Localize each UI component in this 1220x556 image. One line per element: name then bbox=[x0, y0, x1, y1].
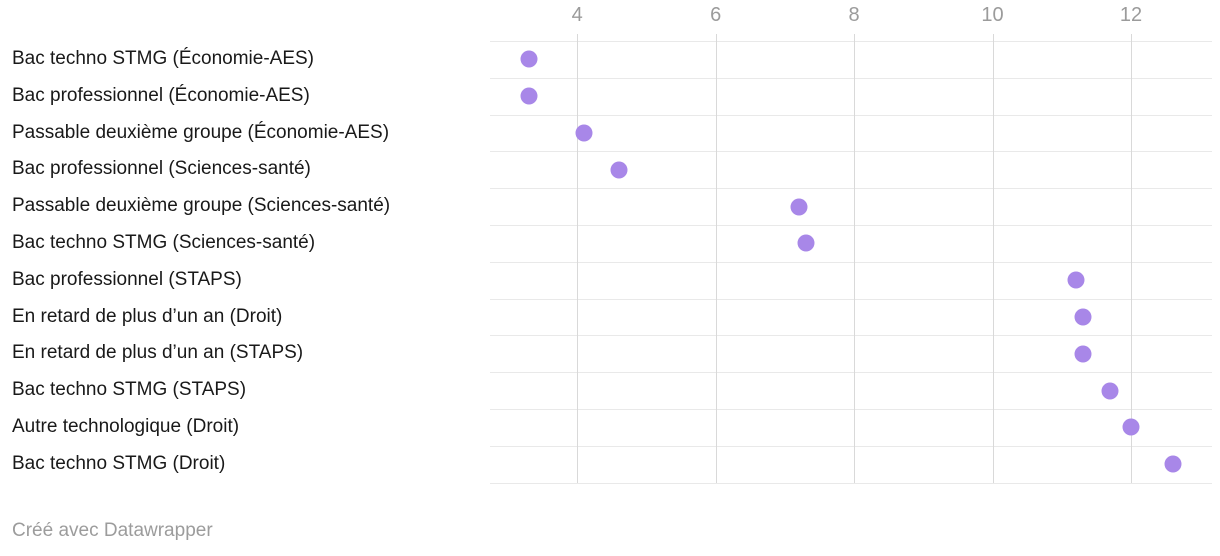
row-gridline bbox=[490, 151, 1212, 153]
row-gridline bbox=[490, 41, 1212, 42]
x-tick-label: 12 bbox=[1119, 4, 1143, 26]
category-label: Passable deuxième groupe (Sciences-santé… bbox=[12, 195, 391, 217]
category-labels-column: Bac techno STMG (Économie-AES) Bac profes… bbox=[0, 34, 490, 483]
row-gridline bbox=[490, 409, 1212, 410]
category-label: En retard de plus d’un an (STAPS) bbox=[12, 342, 304, 364]
vertical-gridline bbox=[1131, 34, 1132, 483]
data-point-dot bbox=[1164, 455, 1182, 473]
row-gridline bbox=[490, 261, 1212, 263]
data-point-dot bbox=[1122, 418, 1140, 436]
data-point-dot bbox=[520, 87, 538, 105]
category-label: Bac techno STMG (Droit) bbox=[12, 452, 226, 474]
data-point-dot bbox=[575, 124, 593, 142]
category-label: Bac techno STMG (Sciences-santé) bbox=[12, 232, 316, 253]
row-gridline bbox=[490, 372, 1212, 374]
category-label: Bac techno STMG (Économie-AES) bbox=[12, 48, 314, 69]
x-tick-label: 4 bbox=[571, 4, 583, 26]
vertical-gridline bbox=[992, 34, 994, 483]
category-label: Bac techno STMG (STAPS) bbox=[12, 379, 247, 401]
x-tick-label: 8 bbox=[848, 4, 860, 26]
x-tick-label: 6 bbox=[710, 4, 722, 26]
row-gridline bbox=[490, 298, 1212, 300]
data-point-dot bbox=[1074, 345, 1092, 363]
datawrapper-credit-link[interactable]: Créé avec Datawrapper bbox=[12, 520, 213, 541]
data-point-dot bbox=[1074, 308, 1092, 326]
vertical-gridline bbox=[715, 34, 717, 483]
row-gridline bbox=[490, 188, 1212, 190]
row-gridline bbox=[490, 445, 1212, 447]
row-gridline bbox=[490, 225, 1212, 226]
chart-footer: Créé avec Datawrapper bbox=[12, 520, 213, 548]
data-point-dot bbox=[1067, 271, 1085, 289]
plot-area bbox=[490, 34, 1212, 484]
category-label: Autre technologique (Droit) bbox=[12, 416, 240, 437]
row-gridline bbox=[490, 114, 1212, 116]
data-point-dot bbox=[797, 234, 815, 252]
data-point-dot bbox=[520, 50, 538, 68]
row-gridline bbox=[490, 335, 1212, 337]
data-point-dot bbox=[610, 161, 628, 179]
category-label: Bac professionnel (Économie-AES) bbox=[12, 84, 310, 106]
data-point-dot bbox=[790, 198, 808, 216]
row-gridline bbox=[490, 482, 1212, 484]
category-label: Bac professionnel (Sciences-santé) bbox=[12, 158, 311, 180]
x-tick-label: 10 bbox=[981, 4, 1004, 26]
category-label: Bac professionnel (STAPS) bbox=[12, 268, 242, 290]
category-label: En retard de plus d’un an (Droit) bbox=[12, 305, 283, 327]
row-gridline bbox=[490, 77, 1212, 79]
data-point-dot bbox=[1101, 382, 1119, 400]
vertical-gridline bbox=[854, 34, 856, 483]
x-axis: 4 6 8 10 12 bbox=[0, 0, 1220, 34]
vertical-gridline bbox=[577, 34, 579, 483]
category-label: Passable deuxième groupe (Économie-AES) bbox=[12, 121, 390, 143]
